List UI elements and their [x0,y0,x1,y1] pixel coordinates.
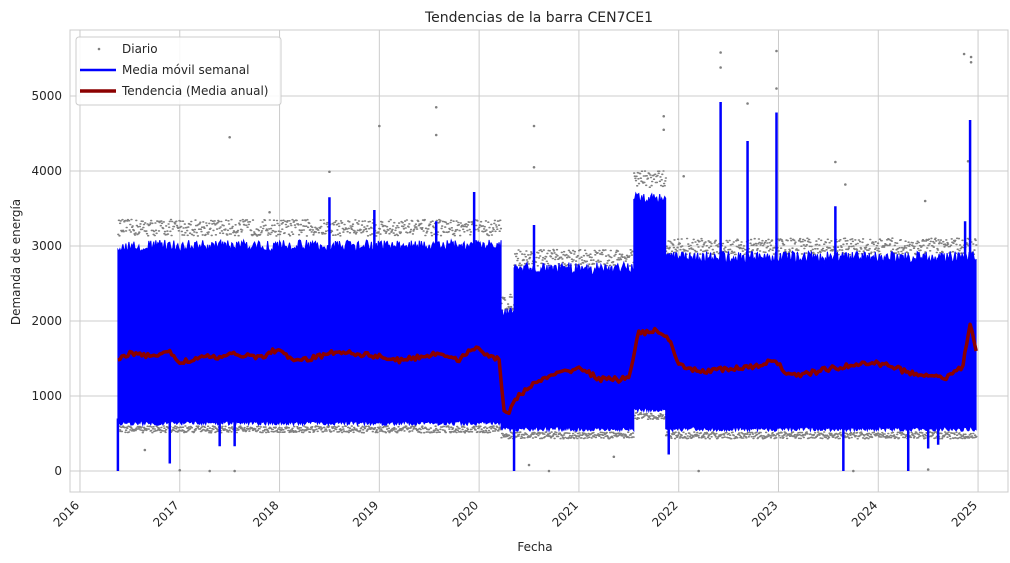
daily-outlier-point [527,463,531,467]
daily-outlier-point [962,52,966,56]
x-tick-label: 2016 [51,498,82,529]
y-tick-label: 1000 [31,389,62,403]
daily-outlier-point [233,469,236,473]
daily-outlier-point [268,210,271,214]
legend-label-daily: Diario [122,42,158,56]
y-tick-label: 3000 [31,239,62,253]
daily-outlier-point [662,114,666,118]
legend-label-weekly: Media móvil semanal [122,63,249,77]
daily-outlier-point [178,468,182,472]
daily-points [633,170,668,420]
legend-label-annual: Tendencia (Media anual) [121,84,268,98]
annual-trend-line [117,322,978,416]
daily-outlier-point [923,199,927,203]
y-tick-label: 0 [54,464,62,478]
legend-marker-daily [97,47,101,51]
x-tick-label: 2025 [949,498,980,529]
daily-outlier-point [143,448,147,452]
daily-outlier-point [697,469,700,473]
x-tick-label: 2021 [550,498,581,529]
daily-outlier-point [434,133,438,137]
series-weekly [116,102,977,471]
x-tick-label: 2020 [450,498,481,529]
x-tick-label: 2018 [250,498,281,529]
legend-box [75,36,282,106]
daily-outlier-point [612,455,616,459]
y-tick-label: 4000 [31,164,62,178]
plot-frame [69,29,1009,493]
y-tick-label: 2000 [31,314,62,328]
daily-outlier-point [719,66,722,69]
daily-outlier-point [328,170,331,174]
daily-outlier-point [532,165,536,169]
daily-outlier-point [966,159,970,163]
daily-outlier-point [969,60,973,64]
x-tick-label: 2022 [649,498,680,529]
daily-outlier-point [208,469,212,473]
daily-outlier-point [746,102,749,105]
daily-outlier-point [547,469,551,473]
chart-title: Tendencias de la barra CEN7CE1 [424,10,653,26]
y-tick-label: 5000 [31,89,62,103]
weekly-band [633,191,667,414]
daily-outlier-point [926,468,930,471]
plot-area [69,29,1009,493]
daily-outlier-point [434,105,438,109]
daily-points [117,218,503,434]
daily-outlier-point [682,174,685,178]
daily-outlier-point [834,160,837,164]
daily-outlier-point [844,183,847,186]
weekly-band [665,250,977,433]
x-tick-label: 2017 [150,498,181,529]
weekly-band [117,238,502,427]
daily-outlier-point [719,51,722,54]
daily-outlier-point [378,124,381,128]
x-tick-label: 2023 [749,498,780,529]
legend: Diario Media móvil semanal Tendencia (Me… [75,36,282,106]
x-tick-label: 2019 [350,498,381,529]
x-tick-label: 2024 [849,498,880,529]
daily-outlier-point [775,87,778,90]
daily-outlier-point [228,135,231,139]
daily-outlier-point [532,124,536,128]
x-axis-label: Fecha [517,540,552,554]
daily-outlier-point [662,128,666,132]
y-axis-label: Demanda de energía [9,199,23,325]
daily-points [513,248,635,440]
daily-outlier-point [969,55,973,59]
daily-outlier-point [775,49,778,53]
weekly-band [513,260,635,434]
daily-outlier-point [852,469,855,473]
